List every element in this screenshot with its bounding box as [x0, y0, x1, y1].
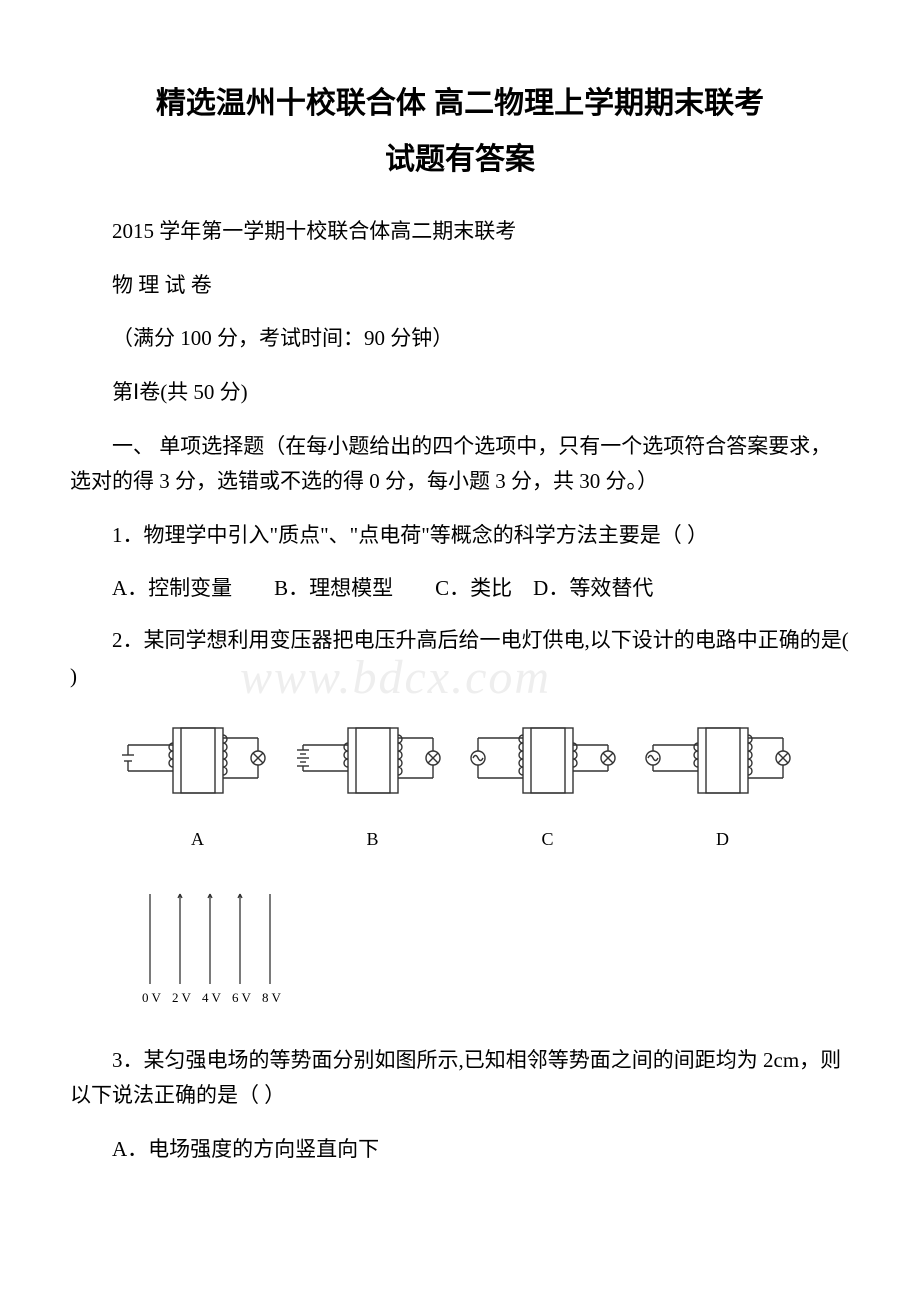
- transformer-option-c: C: [468, 713, 628, 854]
- exam-rules: （满分 100 分，考试时间：90 分钟）: [70, 321, 850, 357]
- document-title-line1: 精选温州十校联合体 高二物理上学期期末联考: [70, 80, 850, 128]
- transformer-option-d: D: [643, 713, 803, 854]
- subject-name: 物 理 试 卷: [70, 268, 850, 304]
- question-3: 3．某匀强电场的等势面分别如图所示,已知相邻等势面之间的间距均为 2cm，则以下…: [70, 1043, 850, 1114]
- transformer-label-b: B: [293, 825, 453, 854]
- document-title-line2: 试题有答案: [70, 136, 850, 184]
- transformer-label-a: A: [118, 825, 278, 854]
- equipotential-label-1: 2 V: [172, 990, 192, 1005]
- question-1-options: A．控制变量 B．理想模型 C．类比 D．等效替代: [70, 572, 850, 606]
- question-2: 2．某同学想利用变压器把电压升高后给一电灯供电,以下设计的电路中正确的是( ): [70, 623, 850, 694]
- transformer-label-c: C: [468, 825, 628, 854]
- transformer-c-svg: [468, 713, 628, 813]
- exam-subtitle: 2015 学年第一学期十校联合体高二期末联考: [70, 214, 850, 250]
- transformer-option-b: B: [293, 713, 453, 854]
- transformer-a-svg: [118, 713, 278, 813]
- transformer-b-svg: [293, 713, 453, 813]
- equipotential-label-4: 8 V: [262, 990, 282, 1005]
- transformer-label-d: D: [643, 825, 803, 854]
- question-1: 1．物理学中引入"质点"、"点电荷"等概念的科学方法主要是（ ）: [70, 518, 850, 554]
- equipotential-figure: 0 V 2 V 4 V 6 V 8 V: [130, 884, 850, 1023]
- transformer-option-a: A: [118, 713, 278, 854]
- part1-heading: 一、 单项选择题（在每小题给出的四个选项中，只有一个选项符合答案要求，选对的得 …: [70, 429, 850, 500]
- equipotential-label-2: 4 V: [202, 990, 222, 1005]
- transformer-figure-row: A: [110, 713, 810, 854]
- equipotential-svg: 0 V 2 V 4 V 6 V 8 V: [130, 884, 330, 1014]
- equipotential-label-3: 6 V: [232, 990, 252, 1005]
- equipotential-label-0: 0 V: [142, 990, 162, 1005]
- transformer-d-svg: [643, 713, 803, 813]
- question-3-option-a: A．电场强度的方向竖直向下: [70, 1132, 850, 1168]
- section-1-heading: 第Ⅰ卷(共 50 分): [70, 375, 850, 411]
